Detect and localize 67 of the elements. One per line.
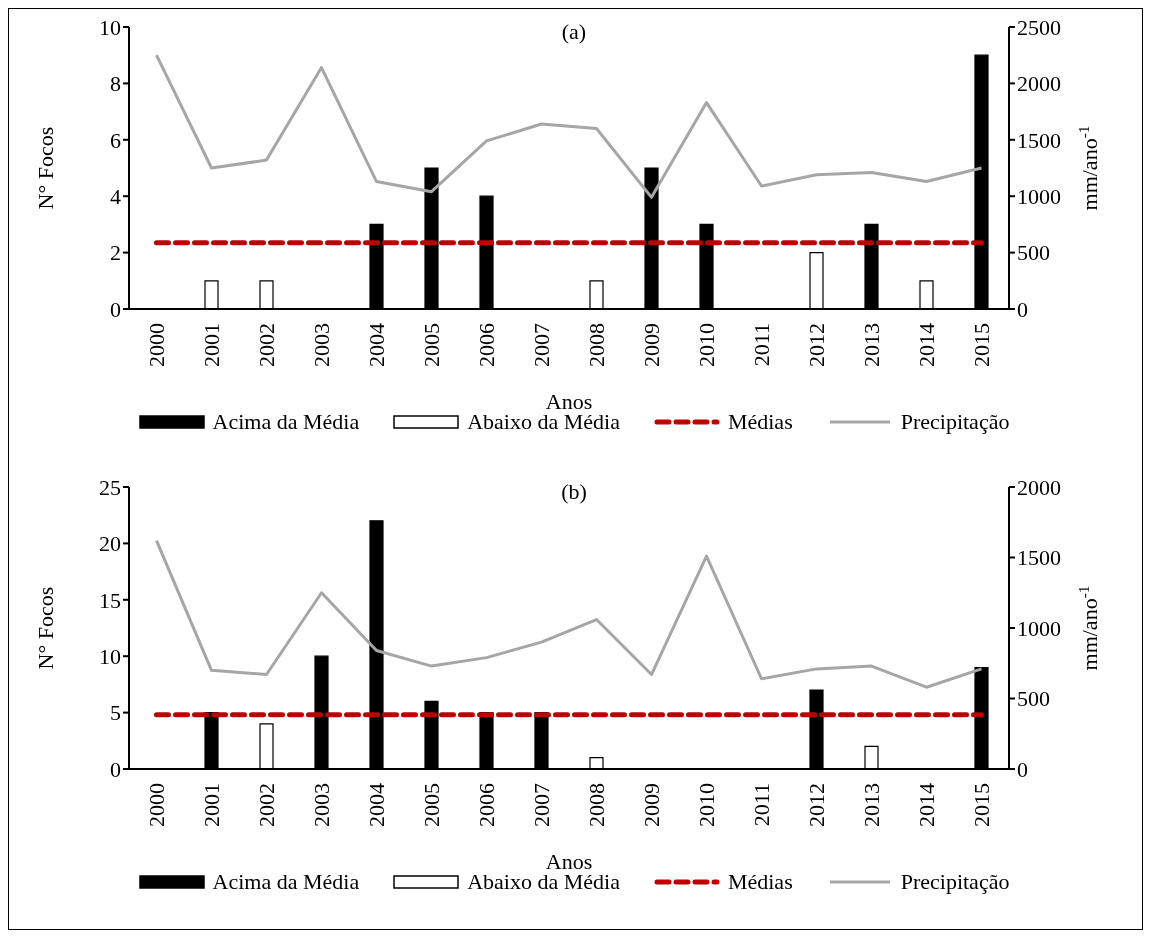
y-axis-title: N° Focos (33, 586, 58, 670)
legend-label: Acima da Média (212, 869, 360, 895)
x-tick-label: 2010 (694, 323, 719, 367)
x-tick-label: 2002 (254, 783, 279, 827)
x-tick-label: 2010 (694, 783, 719, 827)
y2-tick-label: 0 (1017, 756, 1028, 782)
legend-label: Precipitação (900, 409, 1010, 435)
x-tick-label: 2009 (639, 783, 664, 827)
y-tick-label: 10 (99, 644, 121, 670)
y2-tick-label: 500 (1017, 240, 1050, 266)
chart-title: (b) (561, 479, 587, 504)
line-series (155, 53, 983, 199)
y-tick-label: 0 (110, 296, 121, 322)
x-tick-label: 2014 (914, 323, 939, 367)
x-tick-label: 2002 (254, 323, 279, 367)
legend-label: Acima da Média (212, 409, 360, 435)
y2-tick-label: 0 (1017, 296, 1028, 322)
y2-tick-label: 1000 (1017, 184, 1061, 210)
x-tick-label: 2005 (419, 323, 444, 367)
x-tick-label: 2007 (529, 783, 554, 827)
x-tick-label: 2015 (969, 783, 994, 827)
line-series (155, 539, 983, 689)
chart-title: (a) (561, 19, 587, 44)
y-tick-label: 4 (110, 184, 121, 210)
x-tick-label: 2015 (969, 323, 994, 367)
x-tick-label: 2006 (474, 323, 499, 367)
x-tick-label: 2001 (199, 323, 224, 367)
x-tick-label: 2003 (309, 323, 334, 367)
y-tick-label: 25 (99, 474, 121, 500)
x-tick-label: 2004 (364, 323, 389, 367)
y2-tick-label: 2500 (1017, 14, 1061, 40)
x-tick-label: 2012 (804, 323, 829, 367)
x-tick-label: 2011 (749, 323, 774, 367)
x-tick-label: 2012 (804, 783, 829, 827)
x-tick-label: 2005 (419, 783, 444, 827)
y-axis-title: N° Focos (33, 126, 58, 210)
x-tick-label: 2001 (199, 783, 224, 827)
y-tick-label: 15 (99, 587, 121, 613)
y2-tick-label: 1000 (1017, 615, 1061, 641)
x-tick-label: 2000 (144, 323, 169, 367)
x-tick-label: 2007 (529, 323, 554, 367)
x-tick-label: 2013 (859, 323, 884, 367)
x-tick-label: 2003 (309, 783, 334, 827)
x-tick-label: 2008 (584, 323, 609, 367)
x-tick-label: 2014 (914, 783, 939, 827)
y-tick-label: 6 (110, 127, 121, 153)
x-tick-label: 2008 (584, 783, 609, 827)
y-tick-label: 8 (110, 71, 121, 97)
y-tick-label: 20 (99, 531, 121, 557)
legend-label: Precipitação (900, 869, 1010, 895)
y-tick-label: 0 (110, 756, 121, 782)
y2-tick-label: 500 (1017, 686, 1050, 712)
y2-tick-label: 1500 (1017, 127, 1061, 153)
legend-label: Médias (727, 869, 793, 895)
x-tick-label: 2006 (474, 783, 499, 827)
y-tick-label: 5 (110, 700, 121, 726)
x-tick-label: 2013 (859, 783, 884, 827)
y-tick-label: 10 (99, 14, 121, 40)
x-tick-label: 2000 (144, 783, 169, 827)
legend-label: Médias (727, 409, 793, 435)
x-tick-label: 2011 (749, 783, 774, 827)
y-tick-label: 2 (110, 240, 121, 266)
y2-tick-label: 2000 (1017, 71, 1061, 97)
x-tick-label: 2009 (639, 323, 664, 367)
y2-tick-label: 2000 (1017, 474, 1061, 500)
y2-tick-label: 1500 (1017, 545, 1061, 571)
x-tick-label: 2004 (364, 783, 389, 827)
